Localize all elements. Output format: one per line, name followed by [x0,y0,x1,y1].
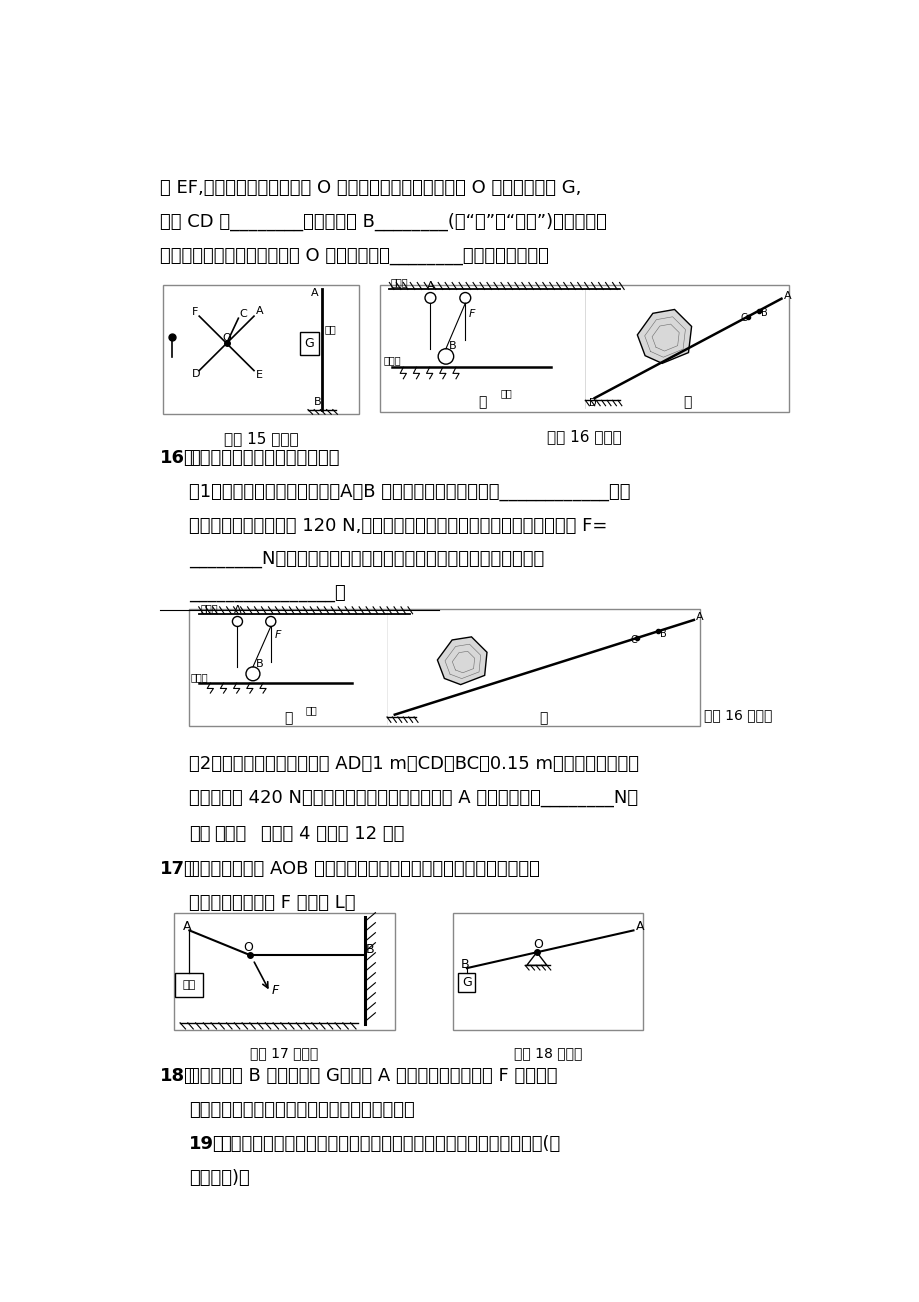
Text: 或 EF,使它们在水平面内绕轴 O 转动，即可将绳逐渐绕到轴 O 上，提升重物 G,: 或 EF,使它们在水平面内绕轴 O 转动，即可将绳逐渐绕到轴 O 上，提升重物 … [160,180,581,198]
Text: A: A [696,612,703,622]
Text: 17．: 17． [160,861,196,879]
Bar [380,285,789,411]
Text: 图中的位置平衡，请画出此力的示意图和力臂。: 图中的位置平衡，请画出此力的示意图和力臂。 [189,1101,414,1120]
Text: C: C [740,314,747,323]
Text: 货筱: 货筱 [183,980,196,990]
Text: B: B [366,943,374,956]
Text: 受力示意图和拉力 F 的力臂 L。: 受力示意图和拉力 F 的力臂 L。 [189,894,356,913]
Text: 三、: 三、 [189,825,210,842]
Text: C: C [630,634,636,644]
Polygon shape [437,637,486,685]
Text: 天花板: 天花板 [391,277,408,288]
Text: 衣服和晒衣架的总重为 120 N,不计动滑轮重、绳重及摩擦，静止时绳的拉力 F=: 衣服和晒衣架的总重为 120 N,不计动滑轮重、绳重及摩擦，静止时绳的拉力 F= [189,517,607,535]
Text: F: F [271,983,278,996]
Text: 晒衣架: 晒衣架 [382,355,401,366]
Text: C: C [239,310,246,319]
Text: B: B [659,629,665,639]
Text: G: G [304,337,314,350]
Text: B: B [255,659,264,669]
Text: ________N。请你提出一种使用时提高手摇晒衣架机械效率的方法：: ________N。请你提出一种使用时提高手摇晒衣架机械效率的方法： [189,551,544,569]
Text: （第 17 题图）: （第 17 题图） [250,1046,318,1060]
Text: （1）图甲是家用手摇晒衣架，A、B 两滑轮中属于动滑轮的是____________；若: （1）图甲是家用手摇晒衣架，A、B 两滑轮中属于动滑轮的是___________… [189,483,630,501]
Text: （第 18 题图）: （第 18 题图） [513,1046,582,1060]
Text: B: B [313,397,322,408]
Text: A: A [182,921,191,934]
Text: B: B [460,958,469,971]
Text: 甲: 甲 [478,396,486,410]
Bar [300,332,319,355]
Text: G: G [461,976,471,990]
Text: 18．: 18． [160,1068,196,1086]
Bar [174,914,394,1030]
Text: A: A [783,290,790,301]
Text: E: E [255,370,262,380]
Text: F: F [469,309,475,319]
Text: D: D [191,368,199,379]
Text: 硬棒 CD 是________杠杆，滑轮 B________(填“能”或“不能”)改变力的大: 硬棒 CD 是________杠杆，滑轮 B________(填“能”或“不能”… [160,214,607,232]
Bar [189,609,699,727]
Text: （每题 4 分，共 12 分）: （每题 4 分，共 12 分） [260,825,403,842]
Text: 摇柄: 摇柄 [305,706,317,715]
Text: 小。在重物上升的过程中，轴 O 上增加的绳长________重物上升的高度。: 小。在重物上升的过程中，轴 O 上增加的绳长________重物上升的高度。 [160,247,549,266]
Text: 生活中我们经常使用简单机械。: 生活中我们经常使用简单机械。 [189,449,339,467]
Polygon shape [637,310,691,363]
Text: 乙: 乙 [539,711,547,725]
Text: O: O [532,937,542,950]
Text: A: A [255,306,263,316]
Text: 晒衣架: 晒衣架 [191,672,209,682]
Text: （第 16 题图）: （第 16 题图） [547,428,621,444]
Text: （第 15 题图）: （第 15 题图） [223,431,298,447]
Text: 棒上的力是 420 N，若要樇动石头，则施加在樇棒 A 点的力至少是________N。: 棒上的力是 420 N，若要樇动石头，则施加在樇棒 A 点的力至少是______… [189,789,638,807]
Text: 天花板: 天花板 [200,603,218,613]
Text: ________________。: ________________。 [189,585,346,603]
Text: B: B [760,309,766,318]
Text: 如图所示，杠杆 AOB 在力的作用下处于平衡状态，请画出图中货筱的: 如图所示，杠杆 AOB 在力的作用下处于平衡状态，请画出图中货筱的 [189,861,539,879]
Text: 某人使用滑轮组提升重物，请你在图中画出使用滑轮组最省力的绕法(人: 某人使用滑轮组提升重物，请你在图中画出使用滑轮组最省力的绕法(人 [221,1135,560,1154]
Text: （2）如图乙所示，已知樇棒 AD＝1 m，CD＝BC＝0.15 m，石头垂直作用在: （2）如图乙所示，已知樇棒 AD＝1 m，CD＝BC＝0.15 m，石头垂直作用… [189,755,639,773]
Text: A: A [311,288,318,298]
Bar [176,973,203,997]
Text: 作图题: 作图题 [214,825,246,842]
Bar [163,285,358,414]
Text: 乙: 乙 [683,396,691,410]
Text: 摇柄: 摇柄 [500,388,511,398]
Text: 图中杠杆上 B 点挂着重物 G，若在 A 点施加一个最小的力 F 使杠杆在: 图中杠杆上 B 点挂着重物 G，若在 A 点施加一个最小的力 F 使杠杆在 [189,1068,557,1086]
Bar [452,914,642,1030]
Text: A: A [426,281,435,290]
Text: O: O [222,333,232,342]
Text: 支架: 支架 [323,324,335,333]
Text: F: F [192,306,199,316]
Text: A: A [635,921,643,934]
Text: F: F [275,630,280,641]
Text: 16．: 16． [160,449,196,467]
Text: A: A [234,605,242,615]
Text: 向下拉绳)。: 向下拉绳)。 [189,1169,250,1187]
Bar [458,973,475,992]
Text: （第 16 题图）: （第 16 题图） [703,708,772,723]
Text: B: B [448,341,456,350]
Text: 甲: 甲 [284,711,292,725]
Text: O: O [243,941,253,954]
Text: D: D [588,397,596,408]
Text: 19．: 19． [189,1135,225,1154]
